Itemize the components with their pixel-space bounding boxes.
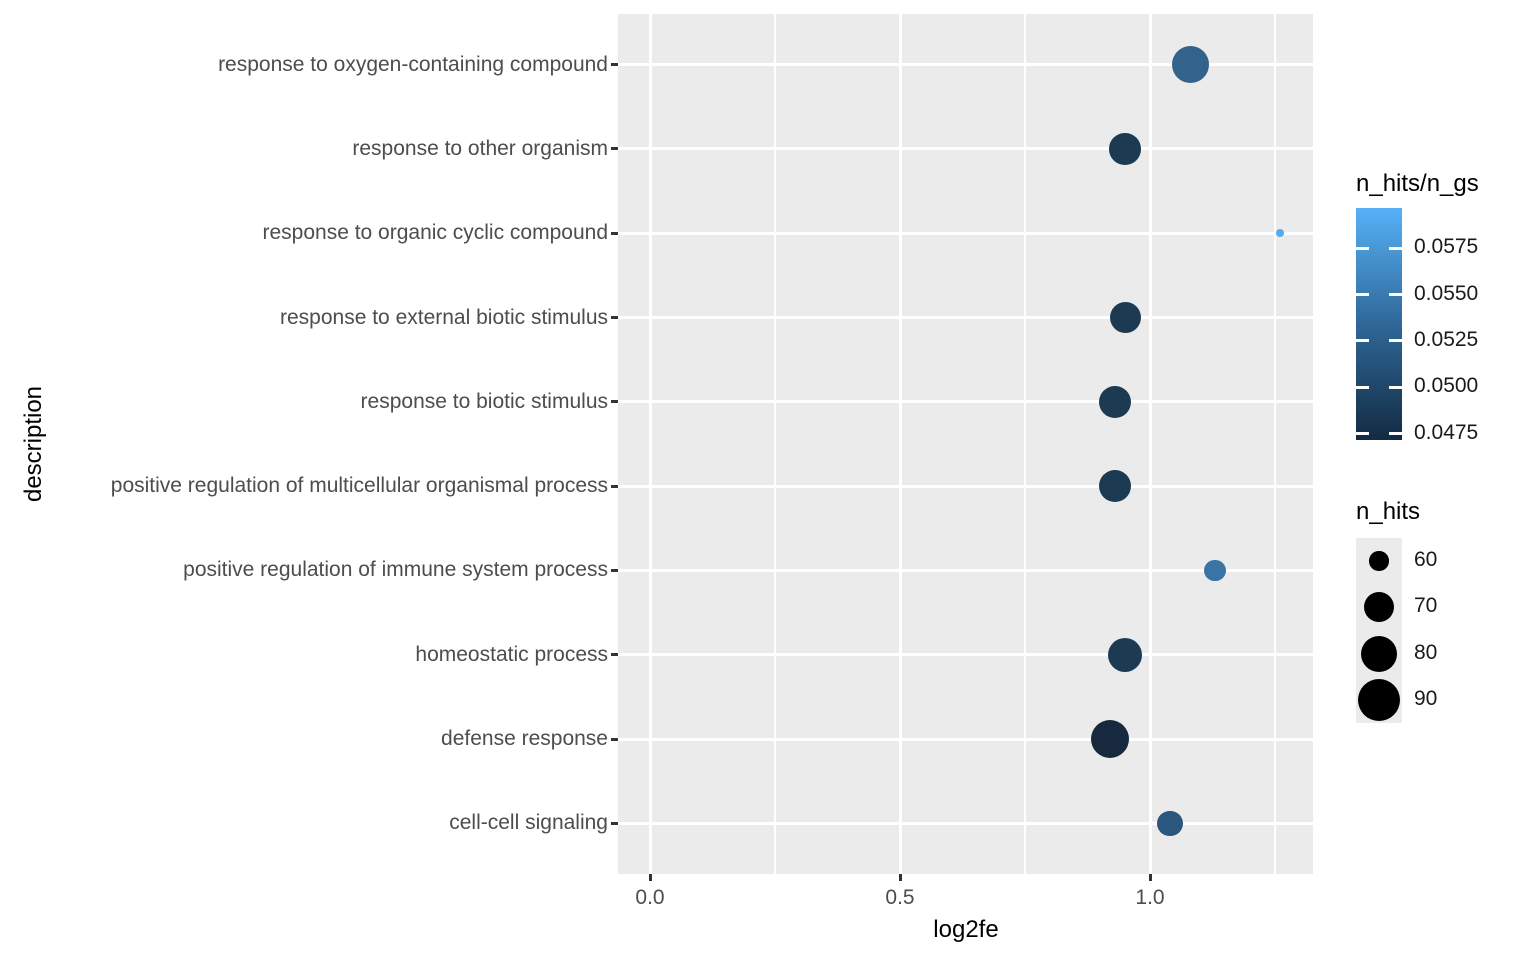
major-gridline-horizontal xyxy=(618,737,1313,741)
major-gridline-horizontal xyxy=(618,400,1313,404)
data-point-bubble xyxy=(1157,810,1183,837)
y-axis-title: description xyxy=(20,385,47,503)
y-axis-tick-mark xyxy=(611,737,618,741)
color-legend-tick-mark xyxy=(1389,385,1402,389)
color-legend-tick-label: 0.0550 xyxy=(1414,281,1479,305)
y-axis-tick-mark xyxy=(611,653,618,657)
color-legend-tick-mark xyxy=(1389,293,1402,297)
y-axis-category-label: defense response xyxy=(441,727,608,751)
data-point-bubble xyxy=(1109,302,1141,334)
data-point-bubble xyxy=(1099,385,1131,418)
major-gridline-horizontal xyxy=(618,821,1313,825)
y-axis-category-label: positive regulation of immune system pro… xyxy=(183,558,608,582)
size-legend-label: 90 xyxy=(1414,687,1438,711)
minor-gridline-vertical xyxy=(774,14,776,874)
minor-gridline-vertical xyxy=(1024,14,1026,874)
y-axis-category-label: cell-cell signaling xyxy=(449,811,608,835)
size-legend-dot xyxy=(1358,679,1400,722)
x-axis-tick-label: 0.5 xyxy=(885,886,915,909)
size-legend-label: 60 xyxy=(1414,548,1438,572)
y-axis-category-label: positive regulation of multicellular org… xyxy=(110,474,608,498)
y-axis-category-label: response to biotic stimulus xyxy=(360,389,608,413)
y-axis-tick-mark xyxy=(611,316,618,320)
data-point-bubble xyxy=(1109,133,1141,165)
major-gridline-horizontal xyxy=(618,653,1313,657)
color-legend-tick-label: 0.0525 xyxy=(1414,327,1479,351)
color-legend-tick-mark xyxy=(1389,246,1402,250)
y-axis-tick-mark xyxy=(611,147,618,151)
major-gridline-vertical xyxy=(648,14,652,874)
x-axis-tick-mark xyxy=(898,874,902,881)
color-legend-gradient-bar xyxy=(1356,208,1402,440)
color-legend-tick-label: 0.0575 xyxy=(1414,235,1479,259)
y-axis-tick-mark xyxy=(611,400,618,404)
size-legend-dot xyxy=(1364,592,1394,623)
color-legend-tick-mark xyxy=(1356,246,1369,250)
y-axis-tick-mark xyxy=(611,568,618,572)
x-axis-tick-mark xyxy=(648,874,652,881)
major-gridline-vertical xyxy=(898,14,902,874)
size-legend-label: 80 xyxy=(1414,640,1438,664)
size-legend-title: n_hits xyxy=(1356,498,1421,525)
minor-gridline-vertical xyxy=(1274,14,1276,874)
color-legend-tick-mark xyxy=(1356,339,1369,343)
size-legend-label: 70 xyxy=(1414,594,1438,618)
data-point-bubble xyxy=(1275,229,1285,238)
major-gridline-vertical xyxy=(1148,14,1152,874)
major-gridline-horizontal xyxy=(618,147,1313,151)
major-gridline-horizontal xyxy=(618,316,1313,320)
data-point-bubble xyxy=(1107,637,1143,672)
major-gridline-horizontal xyxy=(618,484,1313,488)
y-axis-tick-mark xyxy=(611,63,618,67)
x-axis-tick-label: 1.0 xyxy=(1135,886,1165,909)
y-axis-category-label: response to organic cyclic compound xyxy=(262,221,608,245)
size-legend-dot xyxy=(1361,635,1397,672)
color-legend-tick-label: 0.0500 xyxy=(1414,374,1479,398)
color-legend-tick-mark xyxy=(1389,339,1402,343)
major-gridline-horizontal xyxy=(618,63,1313,67)
size-legend-dot xyxy=(1369,551,1389,571)
color-legend-tick-label: 0.0475 xyxy=(1414,420,1479,444)
y-axis-category-label: homeostatic process xyxy=(415,642,608,666)
data-point-bubble xyxy=(1171,46,1209,84)
data-point-bubble xyxy=(1090,719,1130,759)
major-gridline-horizontal xyxy=(618,231,1313,235)
x-axis-tick-label: 0.0 xyxy=(635,886,665,909)
color-legend-tick-mark xyxy=(1356,385,1369,389)
y-axis-tick-mark xyxy=(611,231,618,235)
plot-panel xyxy=(618,14,1313,874)
data-point-bubble xyxy=(1099,470,1131,503)
x-axis-title: log2fe xyxy=(933,916,999,943)
y-axis-tick-mark xyxy=(611,821,618,825)
data-point-bubble xyxy=(1204,559,1226,582)
color-legend-tick-mark xyxy=(1356,432,1369,436)
y-axis-category-label: response to external biotic stimulus xyxy=(280,305,608,329)
y-axis-category-label: response to other organism xyxy=(352,136,608,160)
y-axis-category-label: response to oxygen-containing compound xyxy=(218,52,608,76)
major-gridline-horizontal xyxy=(618,568,1313,572)
color-legend-tick-mark xyxy=(1389,432,1402,436)
color-legend-title: n_hits/n_gs xyxy=(1356,170,1479,197)
y-axis-tick-mark xyxy=(611,484,618,488)
color-legend-tick-mark xyxy=(1356,293,1369,297)
x-axis-tick-mark xyxy=(1148,874,1152,881)
